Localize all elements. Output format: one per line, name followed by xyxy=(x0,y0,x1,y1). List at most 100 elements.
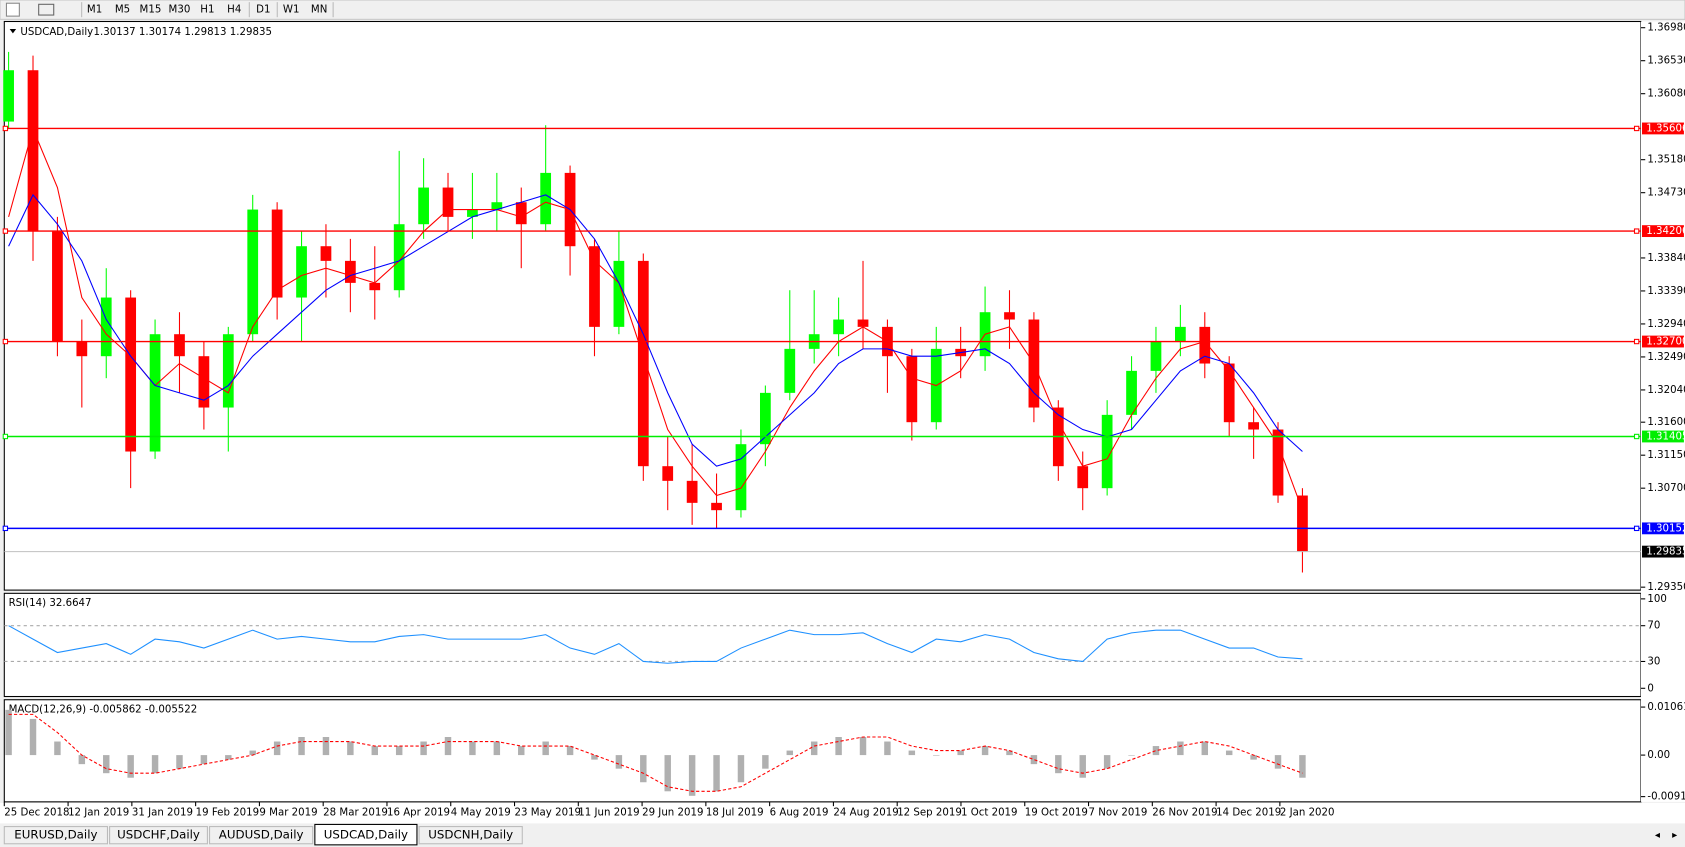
date-label: 23 May 2019 xyxy=(515,808,582,819)
macd-bar xyxy=(518,746,525,756)
date-label: 29 Jun 2019 xyxy=(642,808,703,819)
symbol-label: USDCAD,Daily xyxy=(20,27,93,38)
level-handle[interactable] xyxy=(1633,228,1640,234)
candle-body xyxy=(711,502,722,511)
macd-bar xyxy=(981,746,989,756)
macd-bar xyxy=(737,755,745,783)
rsi-tick-label: 100 xyxy=(1647,594,1666,605)
macd-bar xyxy=(664,755,671,792)
macd-bar xyxy=(347,741,354,756)
candle-body xyxy=(149,334,161,452)
level-handle[interactable] xyxy=(1633,433,1640,440)
macd-bar xyxy=(835,737,842,756)
candle-body xyxy=(1223,363,1235,423)
active-tab[interactable] xyxy=(314,823,418,846)
macd-bar xyxy=(151,755,159,774)
level-handle[interactable] xyxy=(2,525,9,532)
candle-body xyxy=(174,334,185,357)
macd-bar xyxy=(225,755,232,760)
timeframe-button[interactable]: M15 xyxy=(140,5,162,16)
macd-bar xyxy=(1079,755,1086,778)
tab-label[interactable]: USDCHF,Daily xyxy=(117,828,200,842)
date-label: 19 Feb 2019 xyxy=(196,808,260,819)
tab-label[interactable]: EURUSD,Daily xyxy=(14,828,97,842)
level-handle[interactable] xyxy=(1633,338,1640,345)
timeframe-button[interactable]: H1 xyxy=(200,5,214,16)
macd-bar xyxy=(542,741,549,756)
timeframe-button[interactable]: M30 xyxy=(169,5,191,16)
macd-bar xyxy=(762,755,769,769)
tab[interactable] xyxy=(3,826,108,845)
timeframe-button[interactable]: M5 xyxy=(115,5,130,16)
timeframe-button[interactable]: MN xyxy=(311,5,327,16)
macd-bar xyxy=(200,755,208,765)
candle-body xyxy=(1077,466,1089,489)
level-handle[interactable] xyxy=(1633,125,1640,132)
time-axis xyxy=(0,802,1685,824)
level-handle[interactable] xyxy=(2,228,9,234)
candle-body xyxy=(271,209,283,298)
rsi-tick-label: 0 xyxy=(1647,683,1653,694)
objects-icon[interactable] xyxy=(38,3,55,16)
date-label: 26 Nov 2019 xyxy=(1152,808,1217,819)
macd-bar xyxy=(908,750,916,756)
macd-bar xyxy=(640,755,647,783)
price-tick-label: 1.34730 xyxy=(1647,188,1685,199)
macd-bar xyxy=(371,746,379,756)
price-axis xyxy=(1640,21,1685,802)
scroll-left[interactable]: ◂ xyxy=(1655,830,1661,841)
candle-body xyxy=(296,246,307,298)
macd-bar xyxy=(1128,755,1135,756)
macd-bar xyxy=(1103,755,1111,769)
timeframe-button[interactable]: H4 xyxy=(227,5,241,16)
date-label: 11 Jun 2019 xyxy=(578,808,639,819)
macd-bar xyxy=(127,755,134,778)
macd-bar xyxy=(1201,741,1209,756)
macd-tick-label: -0.009181 xyxy=(1647,792,1685,803)
date-label: 31 Jan 2019 xyxy=(132,808,193,819)
date-label: 24 Aug 2019 xyxy=(833,808,898,819)
candle-body xyxy=(100,297,112,357)
date-label: 25 Dec 2018 xyxy=(4,808,69,819)
price-level-box xyxy=(1642,335,1684,348)
timeframe-button[interactable]: W1 xyxy=(283,5,300,16)
tab-label[interactable]: AUDUSD,Daily xyxy=(219,828,304,842)
tab[interactable] xyxy=(418,826,523,845)
macd-bar xyxy=(469,741,476,756)
price-tick-label: 1.31150 xyxy=(1647,450,1685,461)
tab[interactable] xyxy=(209,826,314,845)
macd-bar xyxy=(1030,755,1038,765)
price-tick-label: 1.33390 xyxy=(1647,286,1685,297)
date-label: 28 Mar 2019 xyxy=(323,808,388,819)
candle-body xyxy=(906,356,918,423)
macd-bar xyxy=(1006,750,1013,756)
macd-bar xyxy=(420,741,427,756)
candle-body xyxy=(686,480,698,503)
timeframe-button[interactable]: D1 xyxy=(256,5,270,16)
candle-body xyxy=(320,246,332,261)
date-label: 12 Sep 2019 xyxy=(897,808,962,819)
moving-average xyxy=(8,127,1303,511)
text-tool-icon[interactable] xyxy=(5,2,20,17)
scroll-right[interactable]: ▸ xyxy=(1672,830,1678,841)
timeframe-button[interactable]: M1 xyxy=(87,5,102,16)
tab-label[interactable]: USDCAD,Daily xyxy=(324,828,408,842)
macd-bar xyxy=(713,755,720,792)
level-handle[interactable] xyxy=(2,338,9,345)
level-handle[interactable] xyxy=(2,125,9,132)
collapse-arrow[interactable] xyxy=(9,29,17,34)
macd-tick-label: 0.010615 xyxy=(1647,702,1685,713)
candle-body xyxy=(125,297,137,452)
level-handle[interactable] xyxy=(2,433,9,440)
macd-bar xyxy=(29,718,37,756)
rsi-tick-label: 70 xyxy=(1647,621,1660,632)
level-handle[interactable] xyxy=(1633,525,1640,532)
price-tick-label: 1.30700 xyxy=(1647,483,1685,494)
macd-bar xyxy=(78,755,86,765)
tab[interactable] xyxy=(109,826,208,845)
macd-bar xyxy=(591,755,598,760)
candle-body xyxy=(1175,326,1186,342)
tab-label[interactable]: USDCNH,Daily xyxy=(428,828,513,842)
macd-bar xyxy=(957,750,964,756)
